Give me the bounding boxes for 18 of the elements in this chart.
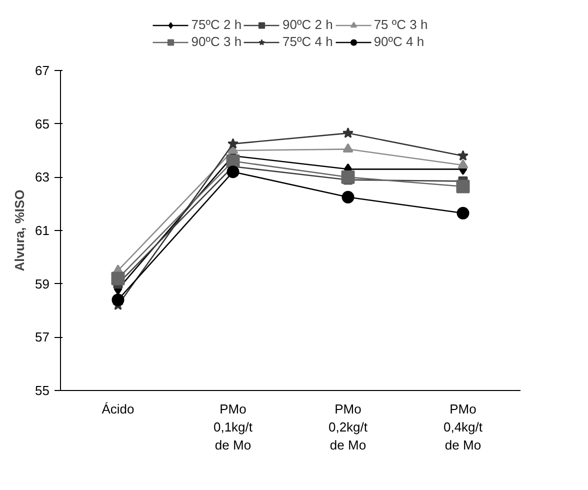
x-tick-label: Ácido — [102, 402, 134, 416]
y-tick-label: 61 — [35, 223, 50, 238]
x-tick-label: PMo 0,2kg/t de Mo — [328, 402, 368, 452]
legend-label: 75ºC 4 h — [282, 34, 333, 49]
x-tick-label: PMo 0,4kg/t de Mo — [443, 402, 483, 452]
x-tick-label: PMo 0,1kg/t de Mo — [213, 402, 253, 452]
y-tick-label: 59 — [35, 276, 50, 292]
y-tick-label: 65 — [35, 116, 50, 132]
legend-label: 75 ºC 3 h — [374, 17, 428, 32]
legend-label: 90ºC 3 h — [191, 34, 242, 49]
y-tick-label: 67 — [35, 63, 50, 78]
legend-label: 75ºC 2 h — [191, 17, 242, 32]
legend-label: 90ºC 2 h — [282, 17, 333, 32]
y-tick-label: 57 — [35, 330, 50, 345]
y-tick-label: 63 — [35, 170, 50, 185]
y-axis-title: Alvura, %ISO — [12, 190, 28, 272]
legend-label: 90ºC 4 h — [374, 34, 424, 49]
y-tick-label: 55 — [35, 383, 50, 398]
